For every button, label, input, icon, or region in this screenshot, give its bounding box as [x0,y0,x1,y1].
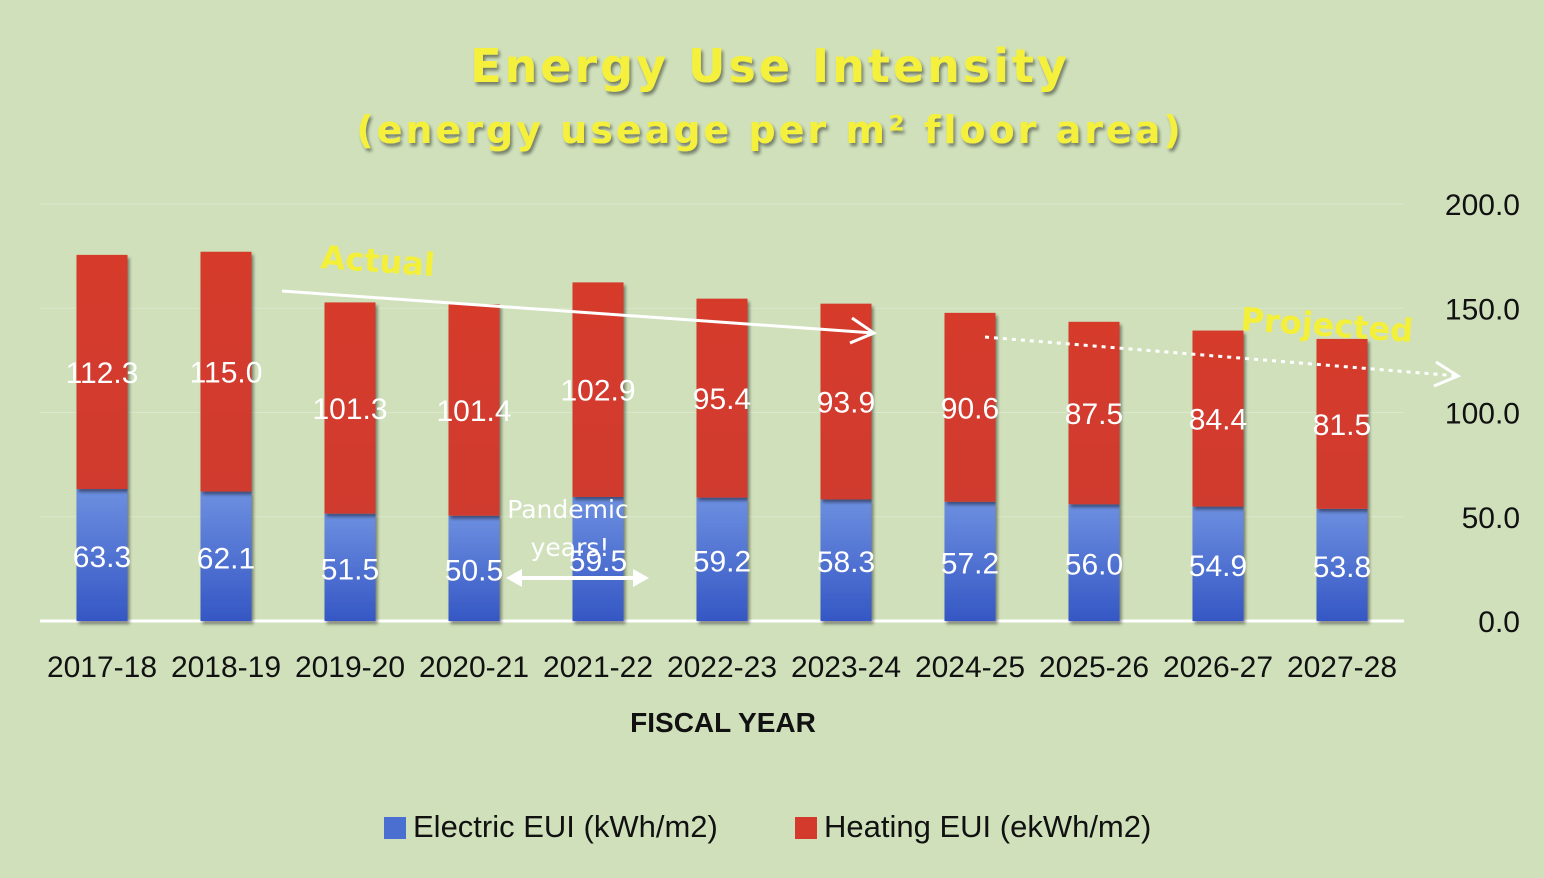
bar-heating-2019-20 [324,302,376,514]
bar-heating-2018-19 [200,251,252,492]
actual-trend-arrow [281,289,878,345]
annotation-projected: Projected [1239,300,1414,350]
y-tick-label: 100.0 [1445,398,1520,431]
data-label-heating: 87.5 [1065,398,1123,431]
bar-electric-2020-21 [448,515,500,621]
bar-electric-2019-20 [324,513,376,621]
y-tick-label: 50.0 [1462,502,1520,535]
bar-electric-2022-23 [696,497,748,621]
y-tick-label: 200.0 [1445,189,1520,222]
x-tick-label: 2022-23 [667,651,777,684]
data-label-electric: 50.5 [445,554,503,587]
data-label-heating: 84.4 [1189,404,1247,437]
pandemic-double-arrow [506,569,649,587]
legend: Electric EUI (kWh/m2) Heating EUI (ekWh/… [384,809,1151,844]
bar-heating-2027-28 [1316,338,1368,509]
data-label-electric: 59.2 [693,545,751,578]
legend-swatch-electric [384,817,406,839]
legend-label-electric: Electric EUI (kWh/m2) [413,809,718,844]
x-tick-label: 2019-20 [295,651,405,684]
x-tick-label: 2017-18 [47,651,157,684]
x-tick-label: 2026-27 [1163,651,1273,684]
bar-electric-2026-27 [1192,506,1244,621]
data-label-heating: 112.3 [66,357,139,390]
bar-electric-2021-22 [572,496,624,621]
data-label-electric: 58.3 [817,546,875,579]
data-label-electric: 62.1 [197,542,255,575]
x-axis-ticks: 2017-18 2018-19 2019-20 2020-21 2021-22 2022-… [47,651,1397,684]
data-label-electric: 54.9 [1189,550,1247,583]
annotation-actual: Actual [319,238,436,284]
bar-heating-2021-22 [572,282,624,497]
y-axis-ticks: 0.0 50.0 100.0 150.0 200.0 [1445,189,1520,639]
y-tick-label: 0.0 [1478,606,1520,639]
data-label-electric: 63.3 [73,541,131,574]
bar-electric-2027-28 [1316,508,1368,621]
data-label-heating: 90.6 [941,392,999,425]
bar-electric-2025-26 [1068,504,1120,621]
x-tick-label: 2023-24 [791,651,901,684]
chart-subtitle: (energy useage per m² floor area) [356,108,1184,152]
bar-electric-2018-19 [200,491,252,621]
x-axis-title: FISCAL YEAR [630,707,816,738]
legend-label-heating: Heating EUI (ekWh/m2) [824,809,1151,844]
x-tick-label: 2021-22 [543,651,653,684]
data-label-electric: 59.5 [569,545,627,578]
bars [76,251,1368,621]
data-label-electric: 51.5 [321,553,379,586]
legend-swatch-heating [795,817,817,839]
annotations: Actual Projected Pandemic years! [281,238,1462,587]
data-label-heating: 115.0 [190,357,263,390]
chart-title: Energy Use Intensity [470,39,1070,93]
data-label-heating: 101.4 [436,395,511,428]
bar-heating-2024-25 [944,312,996,502]
annotation-pandemic-line2: years! [531,533,610,562]
y-tick-label: 150.0 [1445,293,1520,326]
data-label-heating: 93.9 [817,387,875,420]
bar-heating-2020-21 [448,304,500,516]
bar-electric-2023-24 [820,499,872,621]
data-label-electric: 53.8 [1313,551,1371,584]
x-tick-label: 2024-25 [915,651,1025,684]
bar-heating-2026-27 [1192,330,1244,507]
data-label-heating: 81.5 [1313,409,1371,442]
x-tick-label: 2020-21 [419,651,529,684]
bar-heating-2025-26 [1068,321,1120,505]
annotation-pandemic-line1: Pandemic [507,495,628,524]
data-label-heating: 95.4 [693,383,751,416]
x-tick-label: 2025-26 [1039,651,1149,684]
bar-electric-2024-25 [944,501,996,621]
data-label-heating: 101.3 [312,393,387,426]
data-labels: 63.3 112.3 62.1 115.0 51.5 101.3 50.5 101.4 59.5… [66,357,1372,588]
data-label-electric: 57.2 [941,547,999,580]
projected-trend-arrow [984,335,1462,388]
bar-electric-2017-18 [76,489,128,621]
x-tick-label: 2018-19 [171,651,281,684]
bar-heating-2022-23 [696,298,748,498]
data-label-heating: 102.9 [560,375,635,408]
data-label-electric: 56.0 [1065,549,1123,582]
x-tick-label: 2027-28 [1287,651,1397,684]
bar-heating-2017-18 [76,254,128,490]
